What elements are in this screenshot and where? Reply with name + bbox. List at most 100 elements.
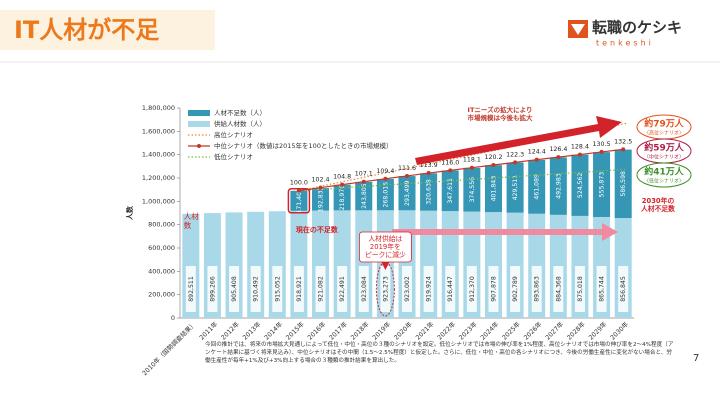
x-tick-label: 2010年（国勢調査結果） [140, 319, 198, 377]
x-tick-label: 2017年 [327, 319, 349, 341]
shortage-bar [333, 184, 351, 211]
shortage-bar [398, 176, 416, 211]
supply-label-bg [185, 266, 196, 312]
mid-point [599, 149, 604, 154]
supply-label: 923,084 [361, 276, 368, 302]
x-tick-label: 2011年 [197, 319, 219, 341]
supply-label-bg [445, 266, 456, 312]
logo-sub: tenkeshi [596, 39, 654, 48]
peak-pointer [381, 262, 390, 270]
supply-label-bg [272, 266, 283, 312]
supply-label: 907,878 [490, 276, 497, 302]
x-tick-label: 2012年 [219, 319, 241, 341]
supply-label-bg [488, 266, 499, 312]
y-axis-label: 人数 [125, 205, 134, 220]
page-number: 7 [693, 353, 699, 364]
supply-label: 910,492 [253, 276, 260, 302]
supply-label-bg [293, 266, 304, 312]
shortage-label: 218,976 [339, 185, 346, 211]
x-tick-label: 2015年 [284, 319, 306, 341]
mid-label: 100.0 [290, 180, 308, 187]
supply-label-bg [250, 266, 261, 312]
supply-label: 923,273 [382, 276, 389, 302]
shortage-label: 293,499 [404, 180, 411, 206]
supply-label: 922,491 [339, 276, 346, 302]
shortage-label: 171,406 [296, 188, 303, 214]
mid-point [361, 179, 366, 184]
title: IT人材が不足 [14, 16, 159, 44]
y-tick-label: 600,000 [148, 244, 175, 252]
callout: 約59万人 [644, 142, 685, 154]
x-tick-label: 2024年 [478, 319, 500, 341]
supply-label: 918,921 [296, 276, 303, 302]
mid-point [318, 185, 323, 190]
supply-label: 921,082 [318, 276, 325, 302]
shortage-label: 555,873 [599, 172, 606, 198]
supply-label: 919,924 [426, 276, 433, 302]
shortage-bar [549, 157, 567, 215]
mid-point [513, 160, 518, 165]
shortage-2030-note: 人材不足数 [641, 204, 675, 213]
mid-point [448, 168, 453, 173]
legend-label: 供給人材数（人） [214, 119, 266, 128]
supply-label-bg [337, 266, 348, 312]
y-tick-label: 0 [171, 314, 175, 322]
mid-point [534, 157, 539, 162]
x-tick-label: 2014年 [262, 319, 284, 341]
supply-label: 884,368 [555, 276, 562, 302]
market-note: ITニーズの拡大により [468, 105, 533, 114]
y-tick-label: 200,000 [148, 291, 175, 299]
mid-label: 102.4 [312, 177, 330, 184]
supply-label-bg [358, 266, 369, 312]
x-tick-label: 2023年 [457, 319, 479, 341]
x-tick-label: 2018年 [348, 319, 370, 341]
mid-label: 124.4 [528, 149, 546, 156]
supply-label: 893,863 [534, 276, 541, 302]
shortage-bar [593, 152, 611, 217]
y-tick-label: 1,400,000 [142, 151, 175, 159]
supply-label: 856,845 [620, 276, 627, 302]
supply-label-bg [423, 266, 434, 312]
supply-label: 912,370 [469, 276, 476, 302]
footnote: 今回の推計では、将来の市場拡大見通しによって低位・中位・高位の３種のシナリオを設… [205, 342, 674, 364]
shortage-bar [376, 179, 394, 211]
current-box [287, 188, 311, 214]
supply-label: 905,408 [231, 276, 238, 302]
supply-label: 916,447 [447, 276, 454, 302]
legend-label: 人材不足数（人） [214, 108, 266, 117]
x-tick-label: 2016年 [305, 319, 327, 341]
legend-label: 高位シナリオ [214, 130, 253, 139]
legend-swatch [188, 121, 210, 127]
shortage-bar [528, 159, 546, 214]
shortage-label: 461,089 [534, 174, 541, 200]
mid-label: 109.4 [376, 168, 394, 175]
supply-label-bg [596, 266, 607, 312]
x-tick-label: 2029年 [586, 319, 608, 341]
supply-label-bg [553, 266, 564, 312]
supply-label-bg [207, 266, 218, 312]
mid-point [405, 173, 409, 178]
legend-label: 低位シナリオ [214, 152, 253, 161]
legend-swatch [188, 110, 210, 116]
y-tick-label: 400,000 [148, 267, 175, 275]
callout-ring [636, 162, 692, 188]
supply-label: 875,018 [577, 276, 584, 302]
shortage-label: 401,843 [490, 176, 497, 202]
mid-label: 132.5 [614, 138, 632, 145]
shortage-bar [463, 167, 481, 212]
talent-note: 人材 [184, 211, 199, 221]
peak-note: ピークに減少 [365, 250, 406, 259]
mid-label: 111.6 [398, 165, 416, 172]
x-tick-label: 2013年 [240, 319, 262, 341]
mid-point [426, 171, 431, 176]
shortage-2030-note: 2030年の [642, 196, 675, 205]
shortage-label: 524,562 [577, 172, 584, 198]
supply-label-bg [510, 266, 521, 312]
mid-label: 126.4 [549, 146, 567, 153]
logo: 転職のケシキ [592, 19, 682, 37]
peak-note: 2019年を [370, 242, 401, 251]
supply-label: 902,789 [512, 276, 519, 302]
y-tick-label: 1,800,000 [142, 104, 175, 112]
supply-label: 865,744 [599, 276, 606, 302]
x-tick-label: 2025年 [500, 319, 522, 341]
